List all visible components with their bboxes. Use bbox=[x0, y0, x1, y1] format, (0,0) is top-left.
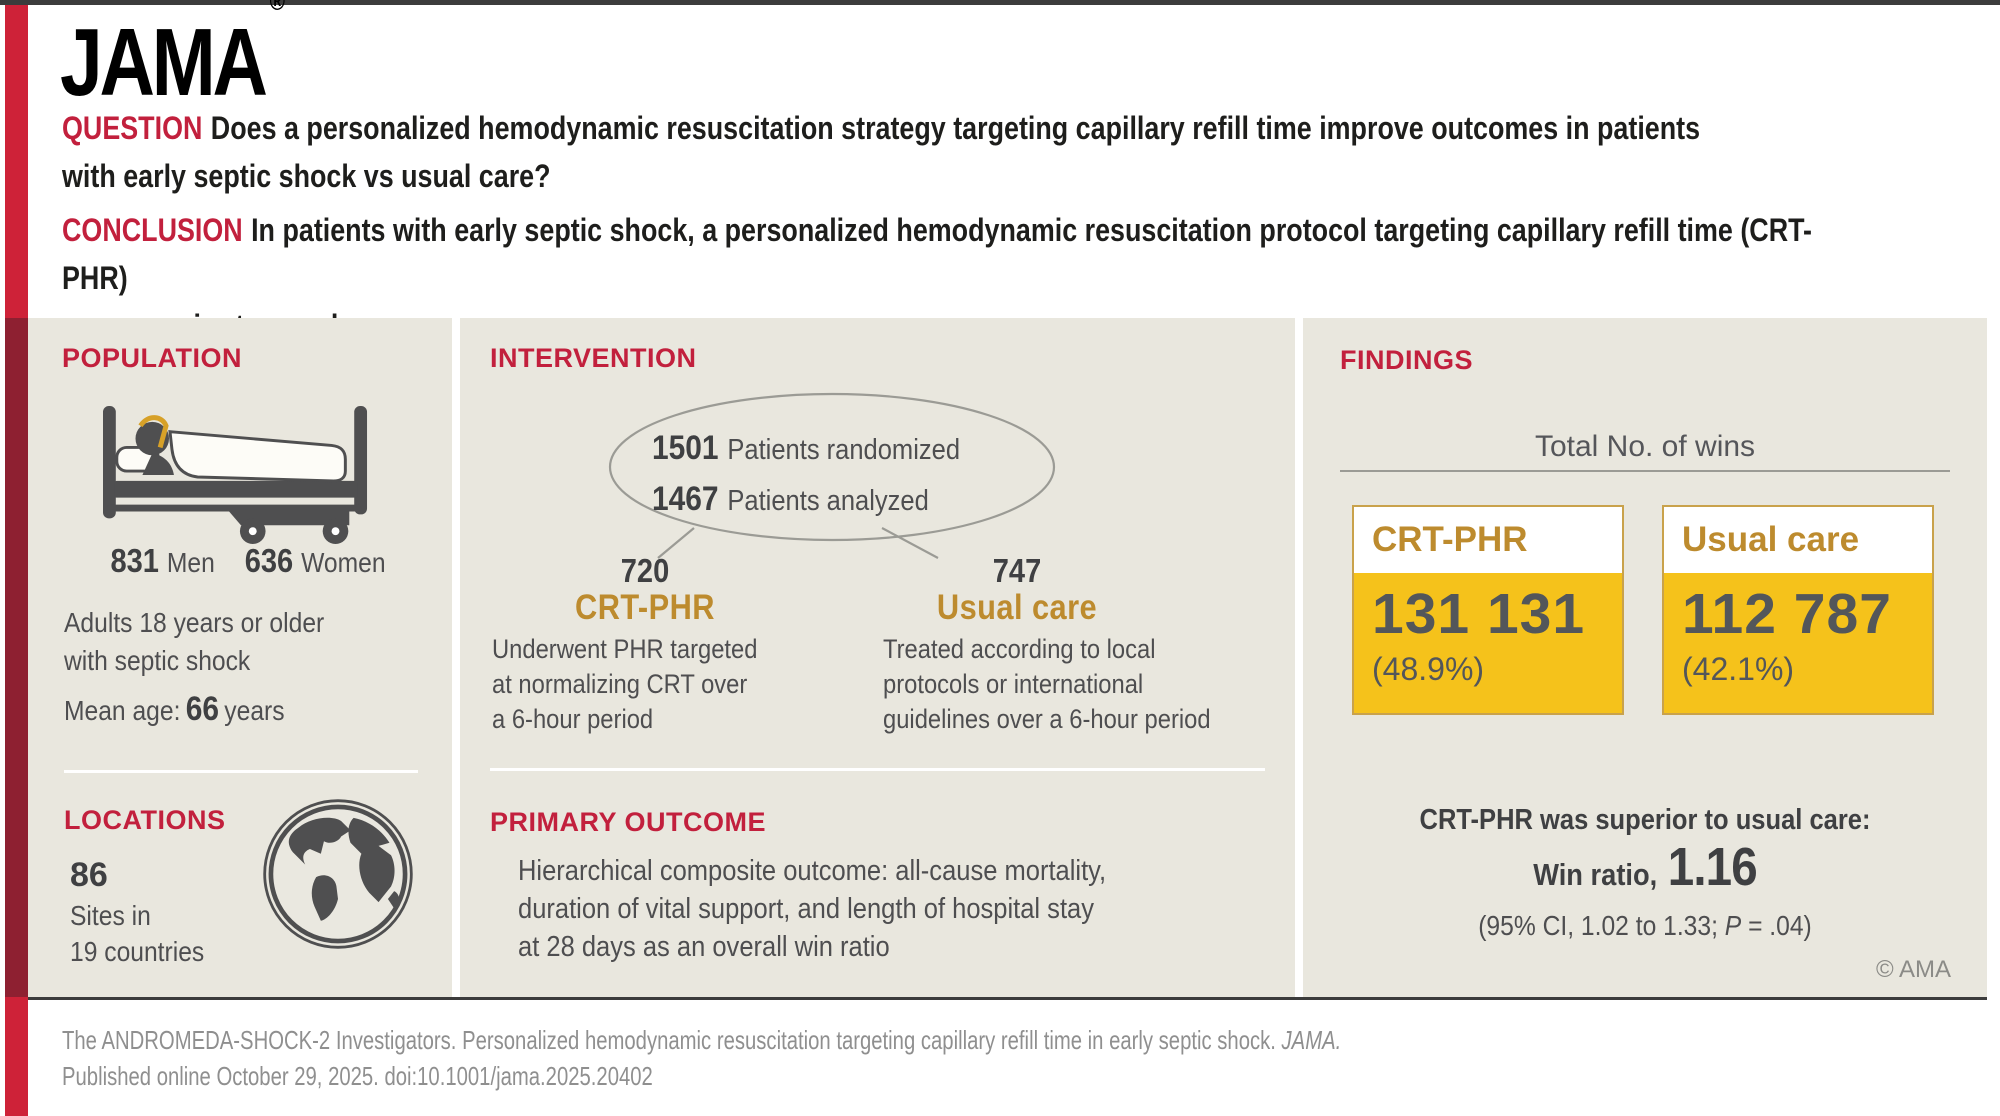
primary-outcome-line2: duration of vital support, and length of… bbox=[518, 893, 1094, 925]
wins-card-usual-care: Usual care 112 787 (42.1%) bbox=[1662, 505, 1934, 715]
confidence-interval: (95% CI, 1.02 to 1.33; P = .04) bbox=[1344, 910, 1946, 942]
conclusion-line1: In patients with early septic shock, a p… bbox=[62, 212, 1813, 296]
citation-text: The ANDROMEDA-SHOCK-2 Investigators. Per… bbox=[62, 1025, 1282, 1055]
conclusion-paragraph: CONCLUSION In patients with early septic … bbox=[62, 206, 1876, 350]
population-description: Adults 18 years or older with septic shoc… bbox=[64, 604, 324, 680]
citation: The ANDROMEDA-SHOCK-2 Investigators. Per… bbox=[62, 1022, 1341, 1094]
superiority-statement: CRT-PHR was superior to usual care: bbox=[1419, 804, 1871, 836]
registered-mark: ® bbox=[269, 0, 285, 16]
content-bottom-border bbox=[28, 997, 1987, 1000]
population-title: POPULATION bbox=[62, 343, 242, 373]
intervention-outcome-divider bbox=[490, 768, 1265, 771]
men-count: 831 bbox=[110, 542, 159, 579]
left-accent-bar-top bbox=[5, 5, 28, 318]
win-ratio-label: Win ratio, bbox=[1533, 857, 1658, 892]
total-wins-rule bbox=[1340, 470, 1950, 472]
wins-card1-value: 131 131 bbox=[1372, 582, 1586, 646]
left-accent-bar-middle bbox=[5, 318, 28, 997]
total-wins-subtitle: Total No. of wins bbox=[1534, 430, 1756, 463]
question-label: QUESTION bbox=[62, 110, 203, 146]
question-line2: with early septic shock vs usual care? bbox=[62, 158, 551, 194]
wins-card2-percent: (42.1%) bbox=[1682, 651, 1795, 687]
men-label: Men bbox=[166, 547, 215, 578]
randomized-row: 1501 Patients randomized bbox=[652, 426, 960, 477]
sites-line1: Sites in bbox=[70, 900, 151, 931]
arm2-desc-line3: guidelines over a 6-hour period bbox=[883, 704, 1211, 734]
mean-age: Mean age: 66 years bbox=[64, 690, 285, 729]
win-ratio-value: 1.16 bbox=[1667, 837, 1758, 897]
win-ratio: Win ratio, 1.16 bbox=[1344, 836, 1946, 898]
randomization-counts: 1501 Patients randomized 1467 Patients ana… bbox=[652, 426, 960, 528]
women-count-group: 636 Women bbox=[245, 542, 386, 580]
mean-age-suffix: years bbox=[224, 695, 285, 726]
wins-card2-value: 112 787 bbox=[1682, 582, 1892, 646]
randomized-label: Patients randomized bbox=[727, 434, 961, 466]
arm2-description: Treated according to local protocols or i… bbox=[883, 632, 1211, 737]
wins-card-crt-phr: CRT-PHR 131 131 (48.9%) bbox=[1352, 505, 1624, 715]
flow-connector-right bbox=[881, 527, 939, 559]
conclusion-label: CONCLUSION bbox=[62, 212, 243, 248]
sites-line2: 19 countries bbox=[70, 936, 205, 967]
arm1-desc-line2: at normalizing CRT over bbox=[492, 669, 748, 699]
globe-icon bbox=[263, 799, 413, 949]
randomization-ellipse bbox=[608, 392, 1056, 559]
top-border bbox=[0, 0, 2000, 5]
wins-card2-body: 112 787 (42.1%) bbox=[1664, 573, 1932, 688]
women-label: Women bbox=[301, 547, 386, 578]
arm1-desc-line1: Underwent PHR targeted bbox=[492, 634, 758, 664]
wins-card1-name: CRT-PHR bbox=[1354, 507, 1622, 573]
primary-outcome-line1: Hierarchical composite outcome: all-caus… bbox=[518, 855, 1107, 887]
intervention-title: INTERVENTION bbox=[490, 343, 697, 373]
arm2-desc-line1: Treated according to local bbox=[883, 634, 1156, 664]
analyzed-label: Patients analyzed bbox=[727, 485, 929, 517]
population-locations-divider bbox=[64, 770, 418, 773]
sites-description: Sites in 19 countries bbox=[70, 898, 204, 970]
population-description-line2: with septic shock bbox=[64, 645, 251, 676]
locations-title: LOCATIONS bbox=[64, 805, 226, 835]
findings-title: FINDINGS bbox=[1340, 345, 1474, 375]
arm1-desc-line3: a 6-hour period bbox=[492, 704, 654, 734]
analyzed-row: 1467 Patients analyzed bbox=[652, 477, 960, 528]
women-count: 636 bbox=[244, 542, 294, 579]
citation-doi: Published online October 29, 2025. doi:1… bbox=[62, 1061, 653, 1091]
population-description-line1: Adults 18 years or older bbox=[64, 607, 325, 638]
primary-outcome-title: PRIMARY OUTCOME bbox=[490, 807, 767, 837]
sites-count: 86 bbox=[70, 856, 108, 894]
arm1-description: Underwent PHR targeted at normalizing CRT… bbox=[492, 632, 757, 737]
citation-journal: JAMA. bbox=[1281, 1025, 1342, 1055]
ama-copyright: © AMA bbox=[1875, 956, 1951, 983]
sex-counts: 831 Men 636 Women bbox=[98, 542, 397, 580]
analyzed-count: 1467 bbox=[652, 480, 719, 518]
primary-outcome-line3: at 28 days as an overall win ratio bbox=[518, 931, 890, 963]
arm2-desc-line2: protocols or international bbox=[883, 669, 1144, 699]
findings-panel: FINDINGS Total No. of wins CRT-PHR 131 1… bbox=[1303, 318, 1987, 997]
wins-card1-percent: (48.9%) bbox=[1372, 651, 1485, 687]
primary-outcome-text: Hierarchical composite outcome: all-caus… bbox=[518, 852, 1106, 966]
arm2-name: Usual care bbox=[936, 588, 1098, 627]
arm1-name: CRT-PHR bbox=[575, 588, 715, 627]
question-paragraph: QUESTION Does a personalized hemodynamic … bbox=[62, 104, 1876, 200]
ci-post: = .04) bbox=[1741, 910, 1812, 941]
ci-p-symbol: P bbox=[1724, 910, 1742, 941]
flow-connector-left bbox=[657, 527, 695, 559]
ci-pre: (95% CI, 1.02 to 1.33; bbox=[1478, 910, 1725, 941]
jama-logo-text: JAMA bbox=[60, 9, 268, 116]
wins-card2-name: Usual care bbox=[1664, 507, 1932, 573]
mean-age-prefix: Mean age: bbox=[64, 695, 181, 726]
randomized-count: 1501 bbox=[652, 429, 719, 467]
jama-logo: JAMA® bbox=[60, 0, 285, 118]
men-count-group: 831 Men bbox=[110, 542, 214, 580]
arm1-count: 720 bbox=[620, 552, 670, 589]
population-locations-panel: POPULATION 831 Men 636 Women Adults 1 bbox=[28, 318, 452, 997]
left-accent-bar-bottom bbox=[5, 997, 28, 1116]
intervention-panel: INTERVENTION 1501 Patients randomized 146… bbox=[460, 318, 1295, 997]
question-line1: Does a personalized hemodynamic resuscit… bbox=[210, 110, 1701, 146]
wins-card1-body: 131 131 (48.9%) bbox=[1354, 573, 1622, 688]
arm2-count: 747 bbox=[992, 552, 1042, 589]
mean-age-value: 66 bbox=[185, 690, 220, 728]
patient-bed-icon bbox=[103, 406, 368, 544]
